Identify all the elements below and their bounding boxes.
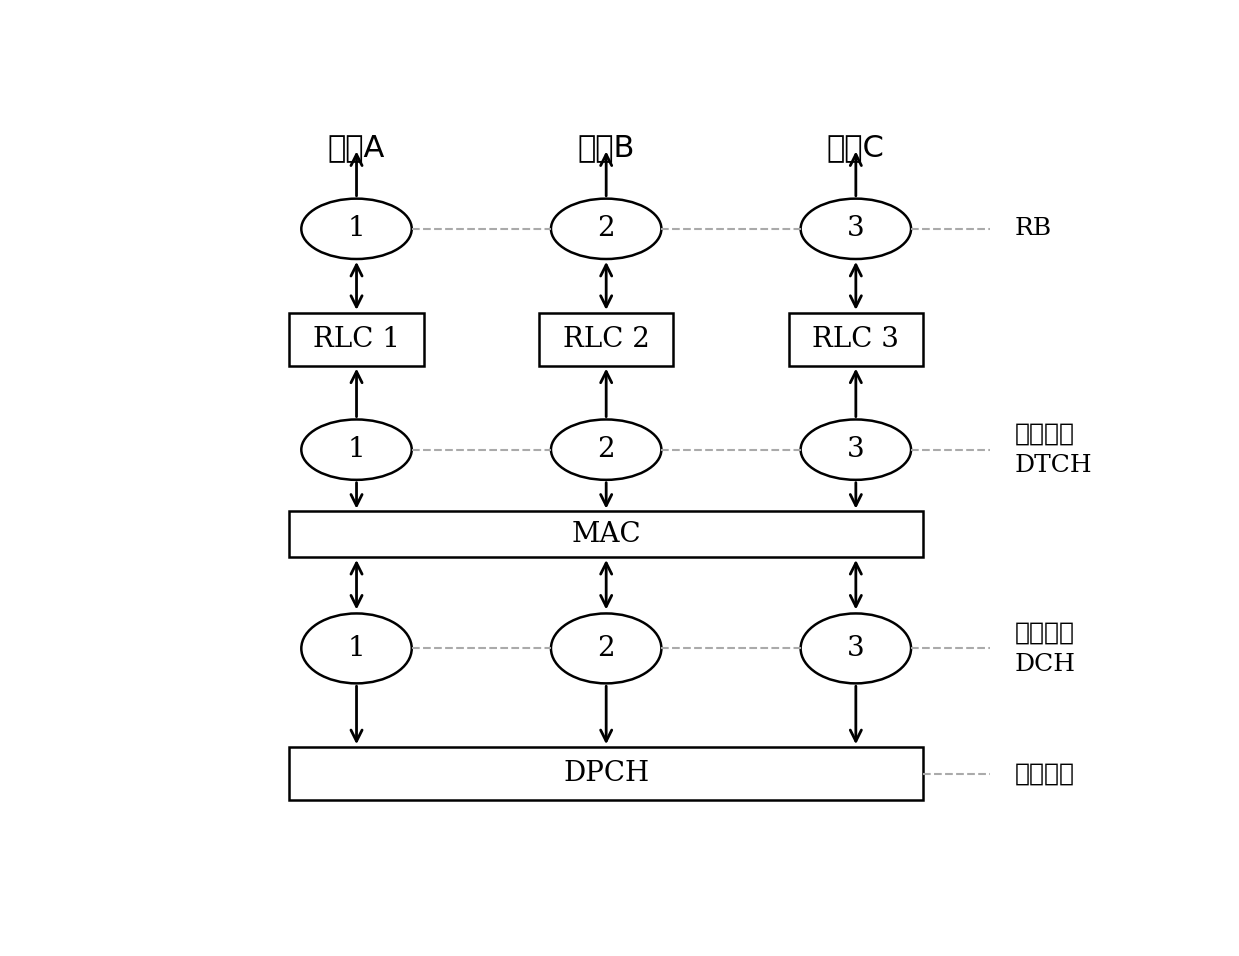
Text: DCH: DCH [1015, 653, 1075, 676]
Bar [539, 313, 674, 366]
Text: DTCH: DTCH [1015, 454, 1092, 477]
Text: 子流B: 子流B [577, 133, 634, 163]
Bar [290, 747, 923, 800]
Bar [290, 511, 923, 557]
Text: RLC 3: RLC 3 [813, 326, 900, 353]
Text: 逻辑信道: 逻辑信道 [1015, 422, 1074, 445]
Text: 子流A: 子流A [328, 133, 385, 163]
Text: 子流C: 子流C [826, 133, 885, 163]
Text: 1: 1 [348, 635, 366, 662]
Text: 3: 3 [847, 635, 865, 662]
Text: MAC: MAC [571, 521, 641, 548]
Text: 传输信道: 传输信道 [1015, 620, 1074, 644]
Bar [788, 313, 923, 366]
Text: 1: 1 [348, 436, 366, 463]
Text: 2: 2 [597, 635, 615, 662]
Text: 2: 2 [597, 436, 615, 463]
Text: 物理信道: 物理信道 [1015, 762, 1074, 786]
Text: RLC 1: RLC 1 [313, 326, 400, 353]
Bar [290, 313, 424, 366]
Text: 2: 2 [597, 215, 615, 242]
Text: 3: 3 [847, 215, 865, 242]
Text: 1: 1 [348, 215, 366, 242]
Text: RLC 2: RLC 2 [563, 326, 649, 353]
Text: 3: 3 [847, 436, 865, 463]
Text: RB: RB [1015, 217, 1052, 240]
Text: DPCH: DPCH [563, 760, 649, 787]
